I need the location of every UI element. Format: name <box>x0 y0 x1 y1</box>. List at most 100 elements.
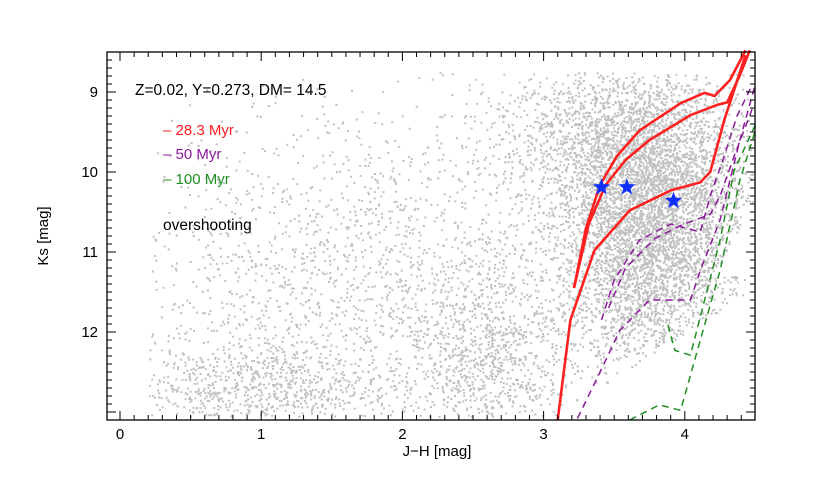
scatter-point <box>639 310 642 313</box>
scatter-point <box>717 196 720 198</box>
scatter-point <box>607 130 610 133</box>
scatter-point <box>636 120 638 123</box>
scatter-point <box>574 99 577 102</box>
scatter-point <box>666 271 669 274</box>
scatter-point <box>687 242 690 245</box>
scatter-point <box>638 156 641 159</box>
scatter-point <box>660 268 663 271</box>
scatter-point <box>610 138 613 141</box>
scatter-point <box>671 294 674 297</box>
scatter-point <box>623 340 626 343</box>
scatter-point <box>616 281 618 284</box>
scatter-point <box>650 265 653 268</box>
scatter-point <box>545 77 548 80</box>
scatter-point <box>642 345 645 348</box>
scatter-point <box>728 243 731 246</box>
scatter-point <box>698 177 701 180</box>
scatter-point <box>555 307 558 309</box>
scatter-point <box>596 217 599 220</box>
scatter-point <box>744 172 747 175</box>
scatter-point <box>656 169 659 172</box>
scatter-point <box>638 182 641 184</box>
scatter-point <box>618 261 621 264</box>
scatter-point <box>465 146 468 149</box>
scatter-point <box>699 275 702 278</box>
scatter-point <box>562 303 565 306</box>
scatter-point <box>700 141 703 144</box>
scatter-point <box>605 251 608 254</box>
scatter-point <box>646 168 648 171</box>
scatter-point <box>603 101 606 104</box>
scatter-point <box>669 123 672 126</box>
scatter-point <box>700 298 703 301</box>
scatter-point <box>738 227 741 230</box>
scatter-point <box>662 175 665 178</box>
scatter-point <box>686 226 689 229</box>
scatter-point <box>548 215 551 218</box>
scatter-point <box>681 251 684 254</box>
scatter-point <box>701 217 704 220</box>
scatter-point <box>502 275 505 278</box>
scatter-point <box>611 211 614 213</box>
scatter-point <box>614 302 617 305</box>
scatter-point <box>637 258 639 261</box>
scatter-point <box>590 161 593 164</box>
scatter-point <box>644 166 647 169</box>
scatter-point <box>649 308 652 311</box>
scatter-point <box>612 285 615 288</box>
scatter-point <box>710 185 712 188</box>
scatter-point <box>638 324 641 327</box>
scatter-point <box>564 312 567 315</box>
scatter-point <box>642 267 645 270</box>
scatter-point <box>587 160 590 162</box>
scatter-point <box>686 302 689 305</box>
scatter-point <box>550 207 553 210</box>
scatter-point <box>663 221 666 224</box>
scatter-point <box>605 262 608 265</box>
scatter-point <box>695 250 698 252</box>
scatter-point <box>642 352 644 355</box>
scatter-point <box>664 287 667 290</box>
scatter-point <box>641 151 644 154</box>
scatter-point <box>648 252 651 255</box>
scatter-point <box>625 209 628 212</box>
scatter-point <box>633 222 636 224</box>
scatter-point <box>627 206 630 209</box>
scatter-point <box>621 315 624 318</box>
scatter-point <box>676 215 678 218</box>
scatter-point <box>633 194 636 197</box>
scatter-point <box>668 244 671 247</box>
scatter-point <box>638 202 641 205</box>
scatter-point <box>680 275 682 277</box>
scatter-point <box>581 346 584 349</box>
scatter-point <box>607 270 610 273</box>
scatter-point <box>604 255 607 258</box>
scatter-point <box>659 285 662 288</box>
scatter-point <box>581 143 584 146</box>
scatter-point <box>663 330 666 332</box>
scatter-point <box>711 180 714 183</box>
scatter-point <box>649 164 652 167</box>
scatter-point <box>691 174 694 177</box>
scatter-point <box>672 186 675 189</box>
scatter-point <box>641 284 644 287</box>
scatter-point <box>556 153 559 156</box>
scatter-point <box>625 174 627 177</box>
scatter-point <box>715 177 718 180</box>
scatter-point <box>583 172 586 175</box>
scatter-point <box>699 97 702 100</box>
scatter-point <box>656 220 659 222</box>
scatter-point <box>662 249 665 252</box>
scatter-point <box>623 354 626 357</box>
scatter-point <box>593 166 595 169</box>
scatter-point <box>741 184 744 187</box>
scatter-point <box>549 146 552 149</box>
scatter-point <box>523 109 526 112</box>
scatter-point <box>691 309 694 312</box>
scatter-point <box>696 283 699 286</box>
scatter-point <box>670 122 672 125</box>
scatter-point <box>665 239 668 242</box>
scatter-point <box>621 176 624 179</box>
scatter-point <box>538 206 541 209</box>
scatter-point <box>488 146 491 149</box>
